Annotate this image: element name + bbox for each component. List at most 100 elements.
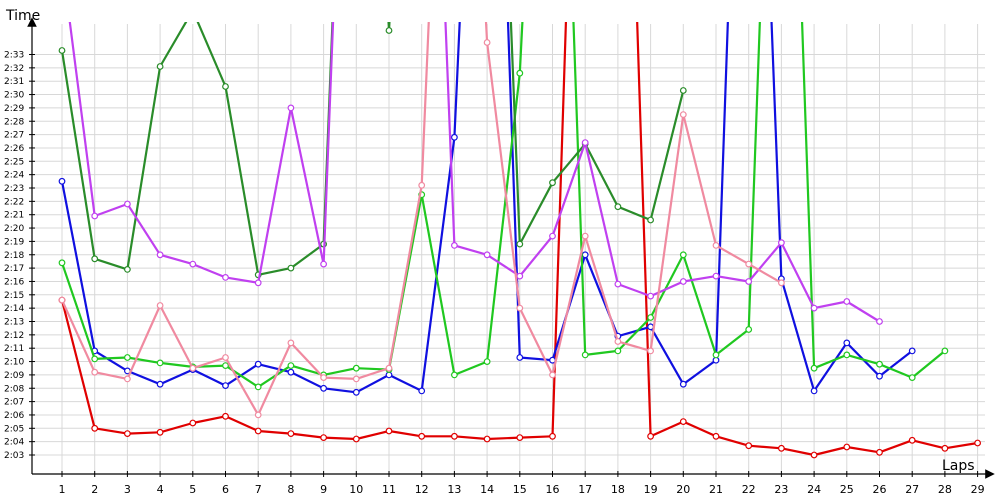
data-point [483, 435, 491, 443]
y-tick-label: 2:29 [4, 104, 24, 114]
data-point [451, 432, 458, 440]
data-point [745, 278, 753, 285]
data-point [189, 419, 197, 427]
data-point [451, 371, 458, 379]
data-point [843, 351, 851, 359]
data-point [91, 424, 99, 432]
y-tick-label: 2:03 [4, 451, 24, 461]
data-point [123, 375, 131, 383]
series-line [60, 22, 685, 276]
data-point [778, 444, 785, 452]
data-point [156, 428, 164, 436]
data-point [516, 240, 524, 248]
data-point [91, 255, 99, 263]
data-point [679, 87, 687, 94]
data-point [516, 304, 524, 312]
data-point [516, 354, 524, 361]
data-point [418, 387, 426, 395]
y-tick-label: 2:30 [4, 91, 24, 101]
x-tick-label: 25 [840, 483, 854, 496]
series-6 [58, 22, 785, 419]
data-point [516, 434, 524, 442]
x-tick-label: 27 [905, 483, 919, 496]
x-tick-label: 2 [91, 483, 98, 496]
series-line [60, 22, 946, 388]
y-tick-label: 2:14 [4, 304, 24, 314]
data-point [123, 266, 131, 273]
grid [32, 24, 985, 474]
data-point [941, 347, 949, 355]
x-tick-label: 13 [447, 483, 461, 496]
data-point [123, 430, 131, 438]
data-point [778, 239, 785, 247]
data-point [483, 39, 491, 46]
data-point [451, 241, 458, 249]
y-tick-label: 2:28 [4, 117, 24, 127]
data-point [287, 264, 295, 272]
y-tick-label: 2:21 [4, 211, 24, 221]
data-point [189, 364, 197, 372]
data-point [745, 260, 753, 268]
data-point [287, 368, 295, 376]
data-point [712, 272, 720, 280]
data-point [516, 272, 524, 280]
x-axis-title: Laps [942, 458, 975, 474]
y-tick-label: 2:11 [4, 344, 24, 354]
data-point [156, 63, 164, 70]
data-point [908, 347, 916, 355]
x-tick-label: 6 [222, 483, 229, 496]
data-point [320, 434, 328, 442]
data-point [352, 435, 360, 443]
y-tick-label: 2:10 [4, 358, 24, 368]
x-tick-label: 8 [287, 483, 294, 496]
x-tick-label: 15 [513, 483, 527, 496]
data-point [581, 139, 589, 147]
data-point [91, 212, 99, 220]
data-point [287, 362, 295, 370]
data-point [418, 181, 426, 189]
y-tick-label: 2:25 [4, 157, 24, 167]
data-point [287, 104, 295, 112]
data-point [745, 442, 753, 450]
y-tick-label: 2:32 [4, 64, 24, 74]
data-point [254, 279, 262, 287]
data-point [810, 387, 818, 395]
series-5 [68, 22, 883, 325]
y-tick-label: 2:15 [4, 291, 24, 301]
data-point [581, 251, 589, 259]
data-point [352, 364, 360, 372]
data-point [549, 179, 556, 187]
y-tick-label: 2:27 [4, 131, 24, 141]
data-point [647, 216, 654, 224]
data-point [156, 251, 164, 259]
data-point [581, 351, 589, 359]
x-tick-label: 22 [742, 483, 756, 496]
x-tick-label: 12 [415, 483, 429, 496]
data-point [810, 304, 818, 312]
data-point [614, 280, 622, 288]
data-point [647, 292, 654, 300]
data-point [876, 372, 883, 380]
y-tick-label: 2:05 [4, 424, 24, 434]
data-point [320, 374, 328, 382]
data-point [876, 448, 883, 456]
x-tick-label: 16 [546, 483, 560, 496]
data-point [614, 203, 622, 211]
data-point [876, 318, 883, 325]
y-tick-label: 2:20 [4, 224, 24, 234]
y-axis-title: Time [5, 8, 40, 24]
data-point [581, 232, 589, 240]
data-point [614, 347, 622, 355]
x-tick-label: 26 [873, 483, 887, 496]
data-point [222, 362, 229, 370]
data-point [810, 451, 818, 459]
data-point [679, 111, 687, 118]
x-tick-label: 17 [578, 483, 592, 496]
data-point [123, 354, 131, 361]
x-tick-label: 4 [157, 483, 164, 496]
data-point [614, 338, 622, 345]
data-point [222, 274, 229, 281]
data-point [58, 296, 66, 304]
y-tick-label: 2:16 [4, 277, 24, 287]
